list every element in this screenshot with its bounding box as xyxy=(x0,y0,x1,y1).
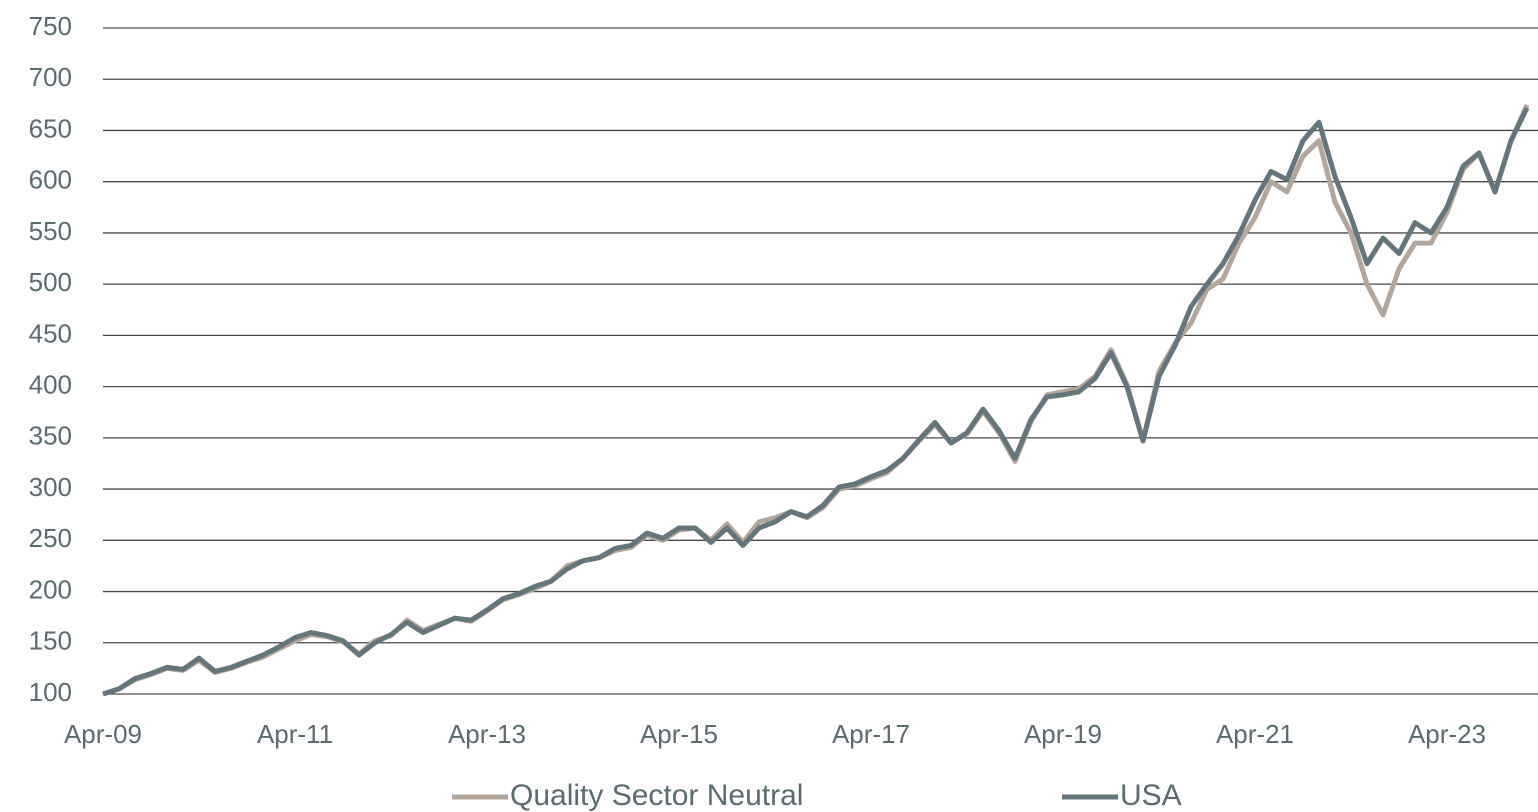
y-tick-label: 750 xyxy=(29,11,72,41)
y-tick-label: 450 xyxy=(29,318,72,348)
legend-label: USA xyxy=(1120,779,1182,812)
y-tick-label: 550 xyxy=(29,216,72,246)
x-tick-label: Apr-17 xyxy=(832,719,910,749)
legend-label: Quality Sector Neutral xyxy=(510,779,803,812)
x-tick-label: Apr-21 xyxy=(1216,719,1294,749)
y-tick-label: 700 xyxy=(29,62,72,92)
y-tick-label: 650 xyxy=(29,113,72,143)
y-tick-label: 600 xyxy=(29,165,72,195)
x-tick-label: Apr-15 xyxy=(640,719,718,749)
y-tick-label: 400 xyxy=(29,369,72,399)
y-tick-label: 100 xyxy=(29,677,72,707)
y-tick-label: 300 xyxy=(29,472,72,502)
y-tick-label: 500 xyxy=(29,267,72,297)
y-tick-label: 200 xyxy=(29,574,72,604)
y-tick-label: 350 xyxy=(29,421,72,451)
y-tick-label: 250 xyxy=(29,523,72,553)
x-tick-label: Apr-13 xyxy=(448,719,526,749)
line xyxy=(102,103,1530,697)
x-tick-label: Apr-09 xyxy=(64,719,142,749)
x-tick-label: Apr-11 xyxy=(257,719,333,749)
x-tick-label: Apr-23 xyxy=(1408,719,1486,749)
line xyxy=(102,106,1530,697)
y-tick-label: 150 xyxy=(29,626,72,656)
x-tick-label: Apr-19 xyxy=(1024,719,1102,749)
